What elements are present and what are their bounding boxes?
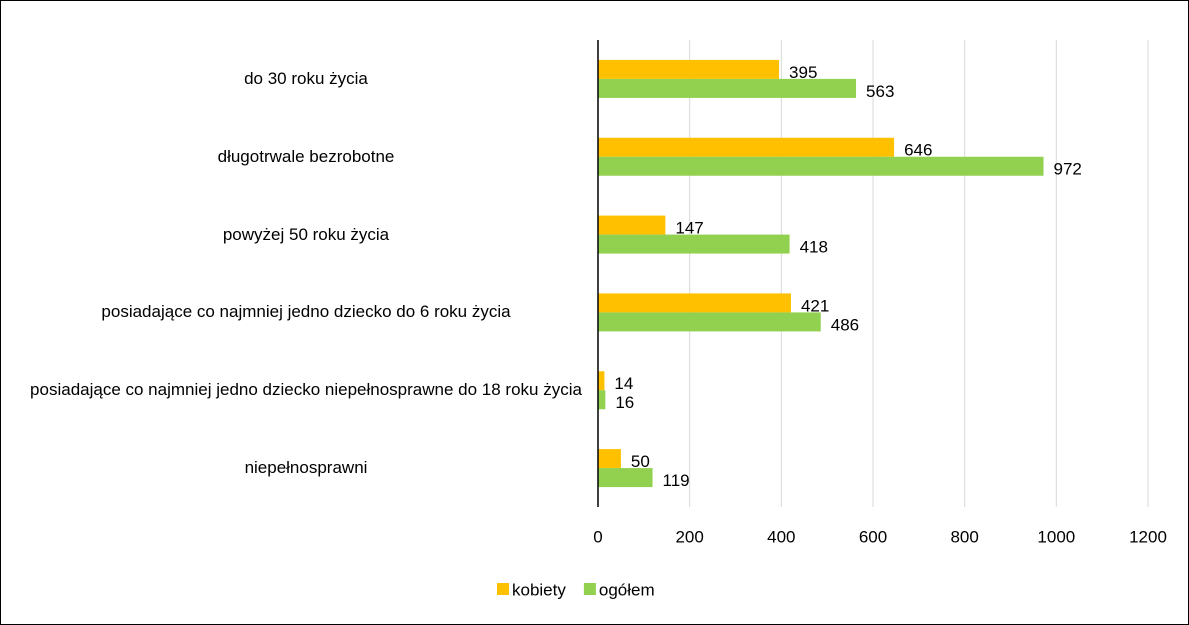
data-label: 972 xyxy=(1054,160,1082,179)
bar xyxy=(598,59,780,79)
bar xyxy=(598,215,666,235)
category-label: posiadające co najmniej jedno dziecko do… xyxy=(101,302,511,322)
bar xyxy=(598,78,857,98)
category-label: posiadające co najmniej jedno dziecko ni… xyxy=(30,380,582,400)
legend-swatch xyxy=(583,583,596,595)
bar xyxy=(598,156,1044,176)
category-label: niepełnosprawni xyxy=(244,458,368,478)
category-label: długotrwale bezrobotne xyxy=(217,146,395,166)
bar xyxy=(598,293,791,313)
data-label: 14 xyxy=(614,374,633,393)
data-label: 395 xyxy=(789,63,817,82)
bar xyxy=(598,371,605,391)
x-tick-label: 1200 xyxy=(1129,527,1167,546)
legend-swatch xyxy=(497,583,509,595)
data-label: 418 xyxy=(800,238,828,257)
x-tick-label: 0 xyxy=(593,527,602,546)
x-tick-label: 800 xyxy=(950,527,978,546)
bar xyxy=(598,312,821,332)
category-label: do 30 roku życia xyxy=(244,68,368,88)
legend-label: ogółem xyxy=(599,580,655,599)
bar xyxy=(598,449,621,469)
bar xyxy=(598,137,895,157)
data-label: 119 xyxy=(663,471,690,490)
bar xyxy=(598,390,606,410)
x-tick-label: 200 xyxy=(675,527,703,546)
category-label: powyżej 50 roku życia xyxy=(222,224,390,244)
data-label: 421 xyxy=(801,296,829,315)
legend-label: kobiety xyxy=(512,580,566,599)
bar xyxy=(598,234,790,254)
data-label: 563 xyxy=(866,82,894,101)
x-tick-label: 600 xyxy=(859,527,887,546)
bar xyxy=(598,468,653,488)
x-tick-label: 1000 xyxy=(1037,527,1075,546)
data-label: 646 xyxy=(904,141,932,160)
data-label: 486 xyxy=(831,315,859,334)
data-label: 16 xyxy=(615,393,634,412)
data-label: 147 xyxy=(675,219,703,238)
x-tick-label: 400 xyxy=(767,527,795,546)
data-label: 50 xyxy=(631,452,650,471)
